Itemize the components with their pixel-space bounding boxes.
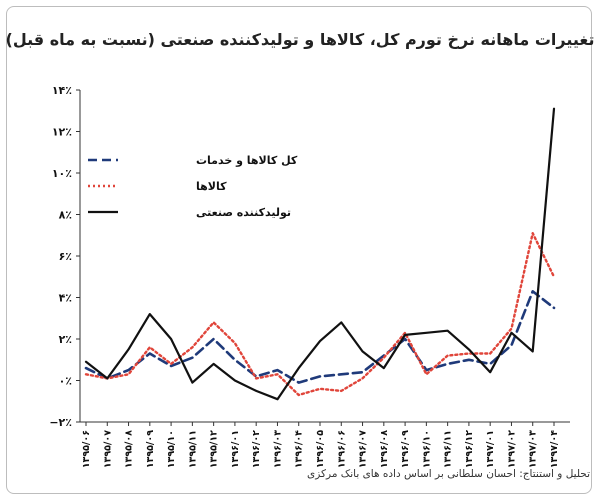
- chart-title: تغییرات ماهانه نرخ تورم کل، کالاها و تول…: [5, 30, 595, 49]
- x-tick-label: ۱۳۹۵/۱۱: [187, 430, 198, 468]
- x-tick-label: ۱۳۹۶/۰۴: [294, 430, 305, 468]
- chart-frame: [6, 6, 592, 494]
- series-line-2: [84, 231, 556, 397]
- legend-label-1: کل کالاها و خدمات: [196, 154, 298, 167]
- x-tick-label: ۱۳۹۶/۰۲: [251, 430, 262, 468]
- x-tick-label: ۱۳۹۶/۰۵: [315, 430, 326, 468]
- x-tick-label: ۱۳۹۷/۰۱: [485, 430, 496, 468]
- x-tick-label: ۱۳۹۶/۱۲: [464, 430, 475, 468]
- y-tick-label: ۰٪: [59, 375, 72, 388]
- y-tick-label: ۱۰٪: [52, 167, 72, 180]
- x-tick-label: ۱۳۹۷/۰۲: [506, 430, 517, 468]
- x-tick-label: ۱۳۹۵/۰۹: [145, 430, 156, 468]
- x-tick-label: ۱۳۹۶/۰۳: [272, 430, 283, 468]
- y-tick-label: ۴٪: [59, 292, 72, 305]
- x-tick-label: ۱۳۹۶/۰۸: [379, 430, 390, 468]
- x-tick-label: ۱۳۹۵/۰۶: [81, 430, 92, 468]
- x-tick-label: ۱۳۹۶/۱۱: [443, 430, 454, 468]
- x-tick-label: ۱۳۹۶/۰۷: [358, 430, 369, 468]
- x-tick-label: ۱۳۹۵/۰۷: [102, 430, 113, 468]
- y-tick-label: −۲٪: [49, 416, 72, 429]
- chart-source-note: تحلیل و استنتاج: احسان سلطانی بر اساس دا…: [307, 468, 590, 480]
- y-tick-label: ۱۴٪: [52, 84, 72, 97]
- x-tick-label: ۱۳۹۵/۱۲: [209, 430, 220, 468]
- series-line-1: [84, 289, 556, 384]
- y-tick-label: ۱۲٪: [52, 126, 72, 139]
- y-tick-label: ۸٪: [59, 209, 72, 222]
- y-tick-label: ۲٪: [59, 333, 72, 346]
- y-tick-label: ۶٪: [59, 250, 72, 263]
- x-tick-label: ۱۳۹۷/۰۳: [528, 430, 539, 468]
- x-tick-label: ۱۳۹۶/۰۹: [400, 430, 411, 468]
- x-tick-label: ۱۳۹۵/۰۸: [124, 430, 135, 468]
- x-tick-label: ۱۳۹۵/۱۰: [166, 430, 177, 468]
- legend-label-2: کالاها: [196, 180, 227, 193]
- x-tick-label: ۱۳۹۷/۰۴: [549, 430, 560, 468]
- x-tick-label: ۱۳۹۶/۰۶: [336, 430, 347, 468]
- series-line-3: [84, 107, 556, 401]
- x-tick-label: ۱۳۹۶/۱۰: [421, 430, 432, 468]
- legend-label-3: تولیدکننده صنعتی: [196, 206, 291, 219]
- x-tick-label: ۱۳۹۶/۰۱: [230, 430, 241, 468]
